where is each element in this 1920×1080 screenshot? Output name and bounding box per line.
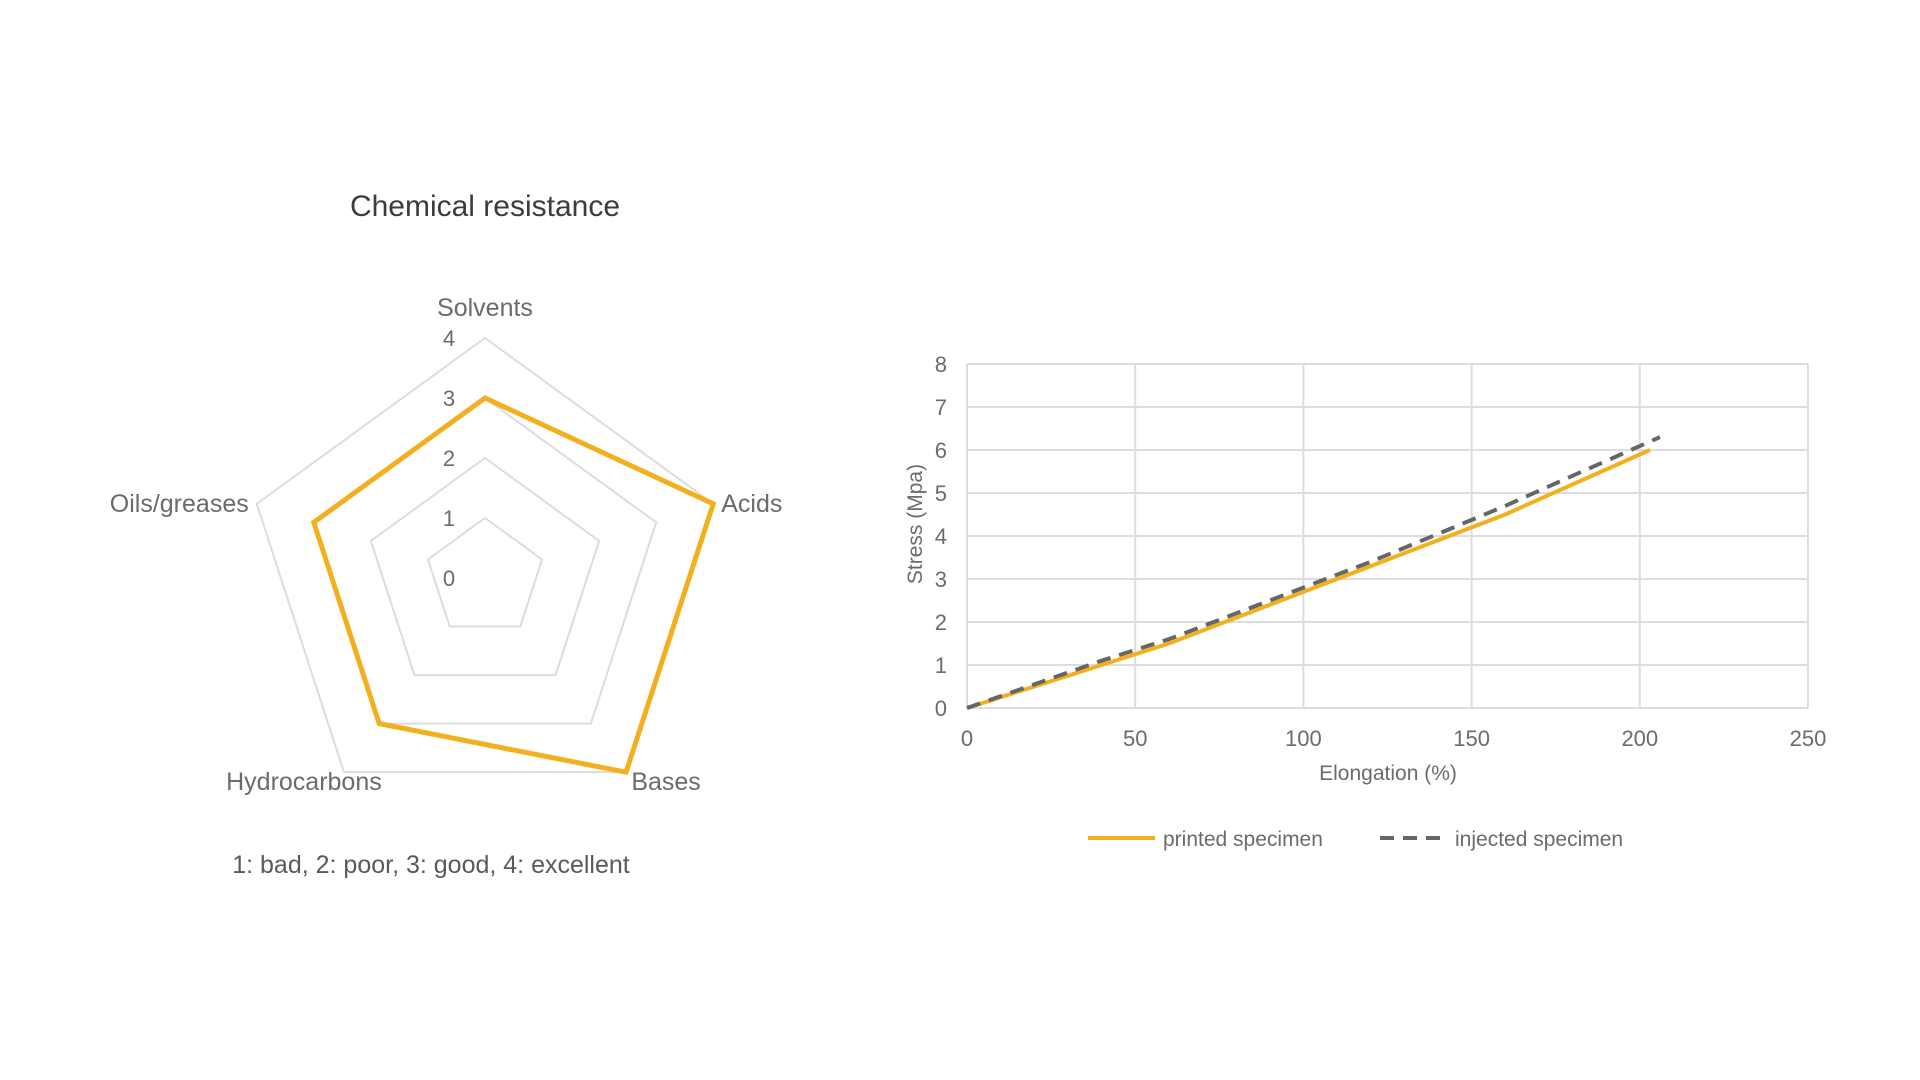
y-tick-label: 2 bbox=[935, 610, 947, 635]
radar-tick-label: 2 bbox=[443, 446, 455, 471]
x-tick-label: 50 bbox=[1123, 726, 1147, 751]
y-tick-label: 7 bbox=[935, 395, 947, 420]
radar-category-label: Hydrocarbons bbox=[226, 768, 382, 796]
legend-label: printed specimen bbox=[1163, 828, 1323, 851]
radar-category-label: Bases bbox=[631, 768, 700, 796]
y-tick-label: 4 bbox=[935, 524, 947, 549]
radar-grid-ring bbox=[255, 336, 715, 774]
radar-tick-label: 0 bbox=[443, 566, 455, 591]
legend: printed specimen injected specimen bbox=[1088, 828, 1623, 851]
radar-legend-note: 1: bad, 2: poor, 3: good, 4: excellent bbox=[232, 851, 630, 879]
radar-tick-label: 4 bbox=[443, 326, 455, 351]
radar-tick-label: 3 bbox=[443, 386, 455, 411]
x-tick-label: 0 bbox=[961, 726, 973, 751]
radar-category-label: Acids bbox=[721, 490, 782, 518]
y-axis-label: Stress (Mpa) bbox=[904, 464, 927, 584]
radar-series-polygon bbox=[310, 395, 717, 776]
printed-specimen-line bbox=[966, 448, 1651, 710]
radar-title: Chemical resistance bbox=[350, 190, 620, 223]
x-tick-label: 200 bbox=[1621, 726, 1658, 751]
radar-grid-ring bbox=[426, 516, 544, 628]
x-tick-label: 250 bbox=[1790, 726, 1827, 751]
x-tick-label: 100 bbox=[1285, 726, 1322, 751]
x-tick-label: 150 bbox=[1453, 726, 1490, 751]
y-tick-label: 0 bbox=[935, 696, 947, 721]
y-tick-label: 3 bbox=[935, 567, 947, 592]
y-tick-label: 6 bbox=[935, 438, 947, 463]
injected-specimen-line bbox=[966, 435, 1661, 710]
radar-tick-label: 1 bbox=[443, 506, 455, 531]
y-tick-label: 8 bbox=[935, 352, 947, 377]
radar-category-label: Solvents bbox=[437, 294, 533, 322]
radar-chart: Chemical resistance 0 1 2 3 4 Solvents Acids B… bbox=[110, 190, 783, 879]
y-tick-label: 5 bbox=[935, 481, 947, 506]
legend-label: injected specimen bbox=[1455, 828, 1623, 851]
y-tick-label: 1 bbox=[935, 653, 947, 678]
radar-grid-ring bbox=[369, 456, 601, 677]
radar-category-label: Oils/greases bbox=[110, 490, 249, 518]
x-axis-label: Elongation (%) bbox=[1319, 762, 1457, 785]
